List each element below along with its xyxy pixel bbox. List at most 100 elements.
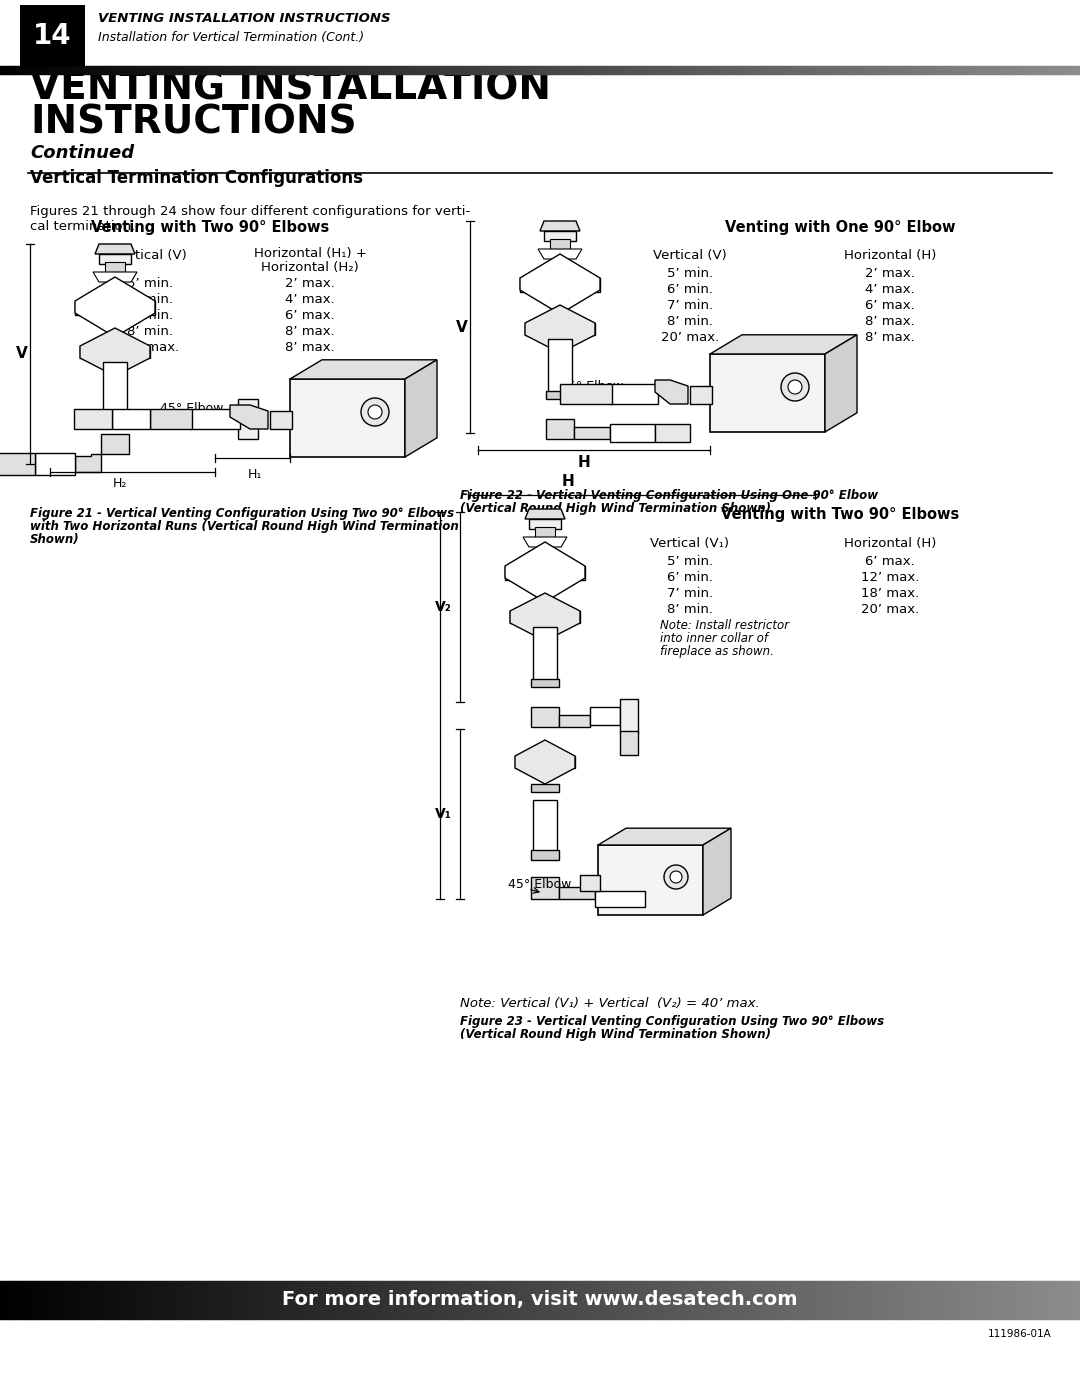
Polygon shape [95, 244, 135, 254]
Polygon shape [598, 828, 731, 845]
Text: Horizontal (H₂): Horizontal (H₂) [261, 261, 359, 274]
Bar [710, 353, 825, 432]
Text: Figure 21 - Vertical Venting Configuration Using Two 90° Elbows: Figure 21 - Vertical Venting Configurati… [30, 507, 454, 520]
Text: H₁: H₁ [247, 468, 262, 481]
Text: 6’ min.: 6’ min. [667, 571, 713, 584]
Polygon shape [505, 542, 585, 602]
Text: 111986-01A: 111986-01A [988, 1329, 1052, 1338]
Polygon shape [510, 592, 580, 641]
Text: Horizontal (H): Horizontal (H) [843, 536, 936, 550]
Text: Note: Vertical (V₁) + Vertical  (V₂) = 40’ max.: Note: Vertical (V₁) + Vertical (V₂) = 40… [460, 997, 759, 1010]
Text: 6’ max.: 6’ max. [865, 299, 915, 312]
Bar [546, 391, 573, 400]
Text: fireplace as shown.: fireplace as shown. [660, 645, 774, 658]
Bar [510, 610, 580, 623]
Bar [505, 566, 585, 580]
Bar [544, 231, 576, 242]
Polygon shape [573, 427, 610, 439]
Bar [610, 425, 654, 441]
Text: For more information, visit www.desatech.com: For more information, visit www.desatech… [282, 1291, 798, 1309]
Text: 12’ max.: 12’ max. [861, 571, 919, 584]
Bar [535, 527, 555, 536]
Bar [590, 707, 620, 725]
Bar [620, 698, 638, 733]
Polygon shape [559, 715, 590, 726]
Text: Figure 22 - Vertical Venting Configuration Using One 90° Elbow: Figure 22 - Vertical Venting Configurati… [460, 489, 878, 502]
Bar [598, 845, 703, 915]
Text: Continued: Continued [30, 144, 134, 162]
Polygon shape [523, 536, 567, 548]
Polygon shape [825, 335, 858, 432]
Text: with Two Horizontal Runs (Vertical Round High Wind Termination: with Two Horizontal Runs (Vertical Round… [30, 520, 459, 534]
Text: 5’ min.: 5’ min. [667, 267, 713, 279]
Text: 6’ min.: 6’ min. [667, 284, 713, 296]
Bar [80, 346, 150, 358]
Text: Figure 23 - Vertical Venting Configuration Using Two 90° Elbows: Figure 23 - Vertical Venting Configurati… [460, 1016, 885, 1028]
Text: 8’ max.: 8’ max. [285, 326, 335, 338]
Text: Figures 21 through 24 show four different configurations for verti-: Figures 21 through 24 show four differen… [30, 205, 470, 218]
Text: Note: Install restrictor: Note: Install restrictor [710, 367, 839, 380]
Text: Horizontal (H₁) +: Horizontal (H₁) + [254, 247, 366, 260]
Text: collar of fireplace: collar of fireplace [295, 414, 397, 426]
Bar [103, 362, 127, 416]
Text: Note: Install restrictor: Note: Install restrictor [660, 619, 789, 631]
Bar [75, 300, 156, 314]
Polygon shape [559, 887, 595, 900]
Bar [0, 453, 35, 475]
Bar [550, 239, 570, 249]
Text: 45° Elbow: 45° Elbow [561, 380, 623, 394]
Polygon shape [80, 328, 150, 376]
Text: restrictor into inner: restrictor into inner [295, 400, 409, 414]
Bar [190, 409, 240, 429]
Text: into inner collar of: into inner collar of [710, 380, 818, 393]
Text: 20’ max.: 20’ max. [121, 341, 179, 353]
Bar [531, 784, 559, 792]
Bar [515, 756, 575, 768]
Polygon shape [654, 380, 688, 404]
Text: V: V [456, 320, 468, 334]
Bar [21, 6, 85, 67]
Bar [534, 627, 557, 682]
Bar [35, 453, 75, 475]
Polygon shape [102, 434, 129, 454]
Bar [99, 254, 131, 264]
Text: 5’ min.: 5’ min. [127, 277, 173, 291]
Text: 8’ min.: 8’ min. [127, 326, 173, 338]
Circle shape [670, 870, 681, 883]
Text: 2’ max.: 2’ max. [865, 267, 915, 279]
Bar [270, 411, 292, 429]
Text: H₂: H₂ [112, 476, 127, 490]
Bar [531, 849, 559, 861]
Bar [531, 877, 559, 900]
Polygon shape [710, 335, 858, 353]
Text: Shown): Shown) [30, 534, 80, 546]
Text: 8’ min.: 8’ min. [667, 314, 713, 328]
Text: Vertical (V): Vertical (V) [113, 249, 187, 263]
Text: 4’ max.: 4’ max. [285, 293, 335, 306]
Polygon shape [540, 221, 580, 231]
Circle shape [664, 865, 688, 888]
Polygon shape [538, 249, 582, 258]
Bar [546, 419, 573, 439]
Text: 4’ max.: 4’ max. [865, 284, 915, 296]
Bar [75, 409, 112, 429]
Polygon shape [525, 509, 565, 520]
Bar [531, 707, 559, 726]
Bar [690, 386, 712, 404]
Text: Vertical Termination Configurations: Vertical Termination Configurations [30, 169, 363, 187]
Text: Horizontal (H): Horizontal (H) [843, 249, 936, 263]
Text: 7’ min.: 7’ min. [667, 299, 713, 312]
Text: 7’ min.: 7’ min. [127, 309, 173, 321]
Bar [291, 379, 405, 457]
Polygon shape [703, 828, 731, 915]
Text: into inner collar of: into inner collar of [660, 631, 768, 645]
Text: 8’ max.: 8’ max. [285, 341, 335, 353]
Text: 7’ min.: 7’ min. [667, 587, 713, 599]
Circle shape [781, 373, 809, 401]
Polygon shape [515, 740, 575, 784]
Polygon shape [519, 254, 600, 314]
Text: 6’ max.: 6’ max. [865, 555, 915, 569]
Bar [102, 414, 129, 422]
Text: Installation for Vertical Termination (Cont.): Installation for Vertical Termination (C… [98, 31, 364, 43]
Text: (Vertical Round High Wind Termination Shown): (Vertical Round High Wind Termination Sh… [460, 1028, 771, 1041]
